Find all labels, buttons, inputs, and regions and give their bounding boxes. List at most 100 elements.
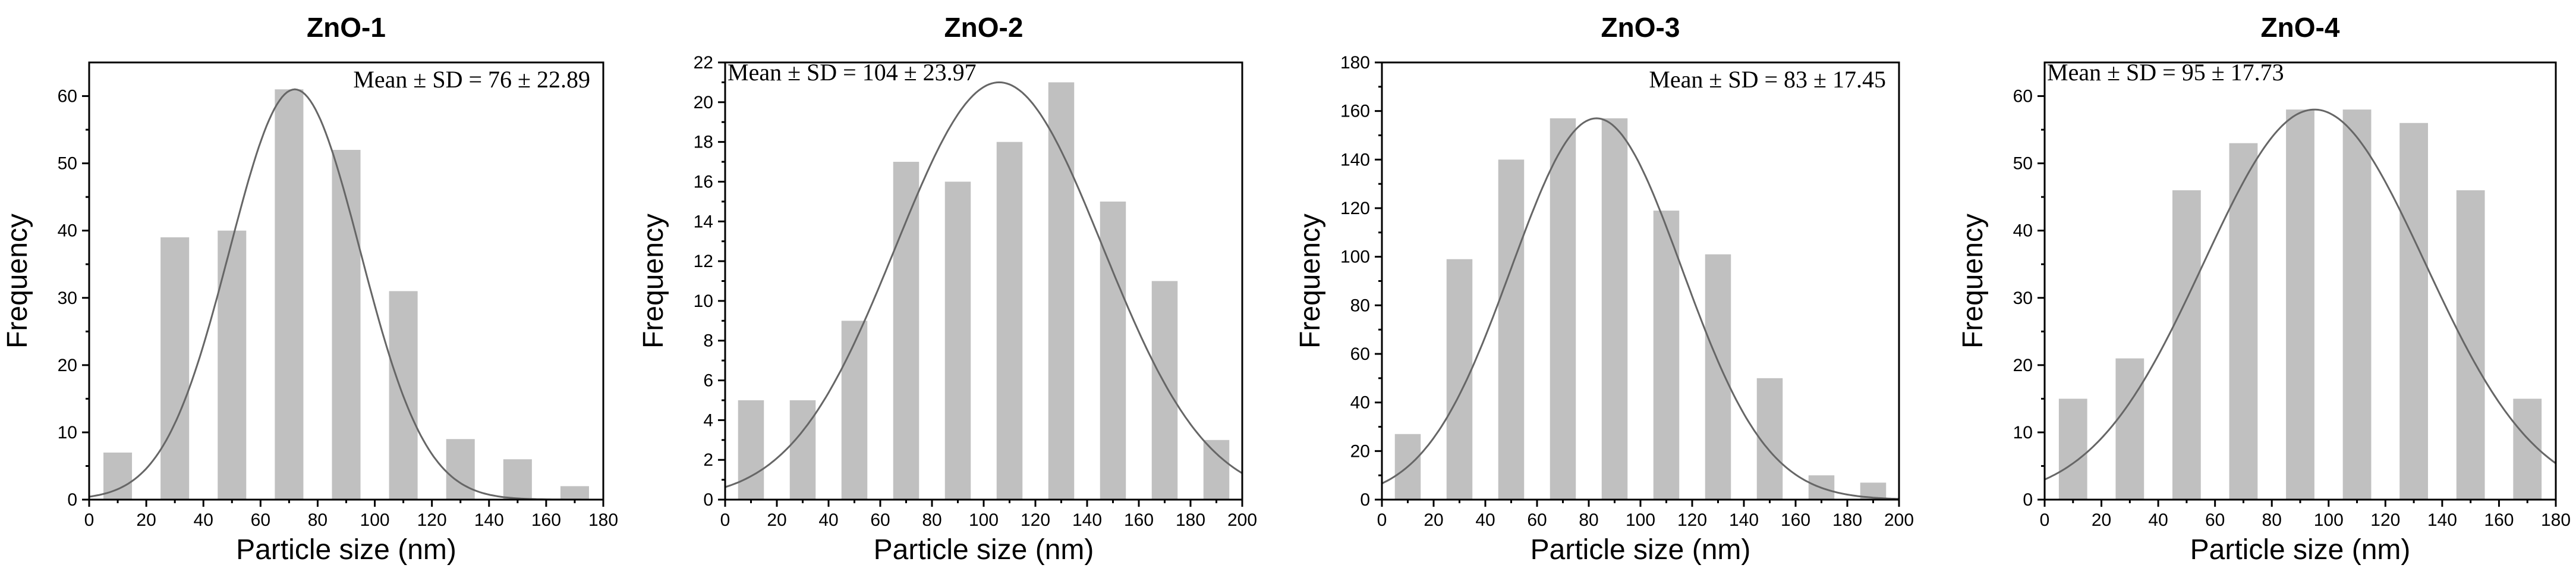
y-tick-label: 30 (58, 288, 77, 308)
x-tick-label: 160 (2484, 510, 2514, 530)
mean-sd-annotation: Mean ± SD = 104 ± 23.97 (728, 59, 977, 86)
y-tick-label: 0 (67, 490, 77, 510)
y-tick-label: 10 (2013, 423, 2033, 443)
gaussian-fit-curve (2044, 108, 2556, 481)
x-tick-label: 180 (588, 510, 618, 530)
histogram-bar (944, 181, 971, 500)
y-tick-label: 50 (2013, 154, 2033, 174)
x-tick-label: 0 (720, 510, 730, 530)
x-axis-label: Particle size (nm) (874, 534, 1094, 566)
y-tick-label: 6 (703, 371, 713, 391)
y-tick-label: 0 (2023, 490, 2033, 510)
x-tick-label: 40 (194, 510, 213, 530)
x-tick-label: 40 (1475, 510, 1495, 530)
x-tick-label: 0 (84, 510, 95, 530)
chart-panel-2: ZnO-2 0 20 40 60 80 100 120 140 160 180 200 0 2 4 6 8 10 1… (638, 12, 1257, 566)
y-tick-label: 40 (58, 221, 77, 241)
mean-sd-annotation: Mean ± SD = 83 ± 17.45 (1649, 66, 1886, 93)
y-tick-label: 20 (1350, 441, 1370, 461)
x-tick-label: 100 (2314, 510, 2344, 530)
y-tick-label: 40 (1350, 393, 1370, 413)
y-tick-label: 60 (58, 87, 77, 106)
x-tick-label: 60 (1527, 510, 1547, 530)
x-tick-label: 140 (2427, 510, 2457, 530)
histogram-bar (1498, 159, 1525, 500)
histogram-bar (1151, 281, 1178, 500)
x-tick-label: 0 (1377, 510, 1387, 530)
y-tick-label: 30 (2013, 288, 2033, 308)
panel-title: ZnO-1 (307, 12, 386, 43)
x-tick-label: 100 (360, 510, 390, 530)
histogram-bar (893, 162, 919, 500)
histogram-bar (1048, 82, 1075, 500)
x-axis-label: Particle size (nm) (1531, 534, 1751, 566)
gaussian-fit-curve (1381, 117, 1900, 500)
x-tick-label: 120 (1677, 510, 1707, 530)
histogram-bar (446, 439, 475, 500)
x-tick-label: 200 (1227, 510, 1257, 530)
histogram-bar (503, 459, 532, 500)
x-tick-label: 80 (2262, 510, 2282, 530)
histogram-bar (2286, 109, 2314, 500)
panel-title: ZnO-3 (1601, 12, 1680, 43)
histogram-bar (560, 486, 589, 500)
x-tick-label: 160 (1124, 510, 1154, 530)
histogram-bar (2115, 358, 2144, 500)
x-tick-label: 160 (1781, 510, 1810, 530)
x-tick-label: 120 (417, 510, 447, 530)
histogram-bar (1601, 118, 1628, 500)
y-axis-label: Frequency (2, 214, 33, 349)
histogram-bar (789, 400, 816, 500)
x-tick-label: 180 (1832, 510, 1862, 530)
x-tick-label: 140 (474, 510, 504, 530)
x-tick-label: 20 (1424, 510, 1443, 530)
histogram-bar (1446, 259, 1473, 500)
x-tick-label: 20 (136, 510, 156, 530)
x-tick-label: 80 (922, 510, 941, 530)
x-tick-label: 40 (818, 510, 838, 530)
histogram-bar (1100, 201, 1126, 500)
panel-title: ZnO-2 (944, 12, 1024, 43)
chart-panel-1: ZnO-1 0 20 40 60 80 100 120 140 160 180 0 10 20 30 40 50… (2, 12, 618, 566)
y-tick-label: 20 (58, 356, 77, 375)
y-tick-label: 18 (694, 133, 713, 152)
histogram-bar (738, 400, 764, 500)
x-tick-label: 140 (1072, 510, 1102, 530)
histogram-bar (2513, 399, 2542, 500)
y-tick-label: 60 (1350, 344, 1370, 364)
gaussian-fit-curve (725, 81, 1243, 488)
x-axis-label: Particle size (nm) (2190, 534, 2411, 566)
histogram-bar (2058, 399, 2087, 500)
histogram-bar (2172, 190, 2201, 500)
y-axis-label: Frequency (1957, 214, 1989, 349)
x-tick-label: 120 (2370, 510, 2400, 530)
histogram-bar (2229, 143, 2258, 500)
y-tick-label: 10 (58, 423, 77, 443)
y-axis-label: Frequency (638, 214, 669, 349)
x-tick-label: 0 (2040, 510, 2050, 530)
y-tick-label: 80 (1350, 296, 1370, 315)
y-tick-label: 100 (1340, 247, 1370, 267)
x-tick-label: 20 (2092, 510, 2111, 530)
x-axis-label: Particle size (nm) (236, 534, 456, 566)
y-tick-label: 0 (1360, 490, 1370, 510)
y-tick-label: 2 (703, 450, 713, 470)
y-tick-label: 180 (1340, 53, 1370, 73)
x-tick-label: 160 (531, 510, 561, 530)
x-tick-label: 100 (969, 510, 999, 530)
x-tick-label: 120 (1021, 510, 1050, 530)
y-tick-label: 140 (1340, 150, 1370, 170)
y-tick-label: 20 (694, 93, 713, 112)
histogram-bar (160, 237, 190, 500)
y-tick-label: 22 (694, 53, 713, 73)
y-tick-label: 0 (703, 490, 713, 510)
y-tick-label: 16 (694, 172, 713, 192)
panel-title: ZnO-4 (2261, 12, 2340, 43)
x-tick-label: 180 (2541, 510, 2571, 530)
mean-sd-annotation: Mean ± SD = 95 ± 17.73 (2047, 59, 2284, 86)
gaussian-fit-curve (89, 88, 603, 501)
histogram-bar (2399, 123, 2428, 500)
histogram-bar (218, 230, 247, 500)
histogram-bar (275, 89, 304, 500)
